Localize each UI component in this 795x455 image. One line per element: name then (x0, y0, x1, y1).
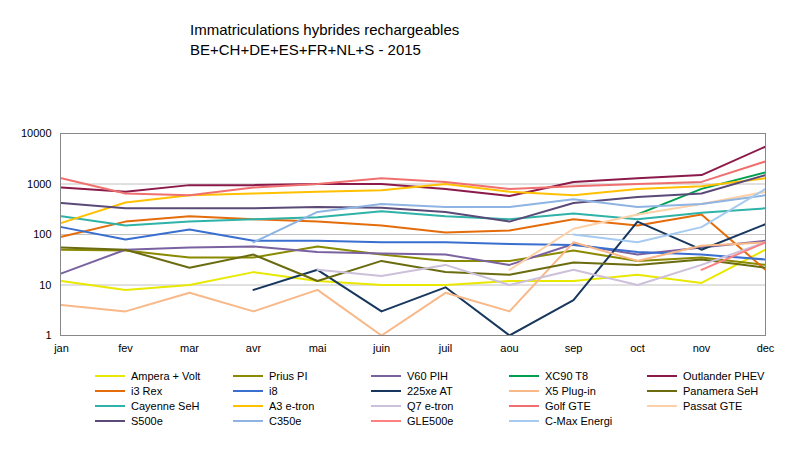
svg-text:100: 100 (33, 228, 51, 240)
html-text:GLE500e: GLE500e (407, 415, 454, 427)
svg-text:1000: 1000 (27, 178, 51, 190)
svg-text:10000: 10000 (21, 127, 52, 139)
svg-text:fev: fev (118, 342, 133, 354)
svg-text:juin: juin (372, 342, 390, 354)
html-text:BE+CH+DE+ES+FR+NL+S - 2015: BE+CH+DE+ES+FR+NL+S - 2015 (190, 41, 421, 58)
html-text:Panamera SeH: Panamera SeH (683, 385, 759, 397)
svg-text:sep: sep (565, 342, 583, 354)
html-text:Q7 e-tron: Q7 e-tron (407, 400, 454, 412)
html-text:Ampera + Volt: Ampera + Volt (131, 370, 201, 382)
html-text:i3 Rex: i3 Rex (131, 385, 163, 397)
html-text:S500e: S500e (131, 415, 163, 427)
html-text:C350e: C350e (269, 415, 302, 427)
svg-text:1: 1 (45, 329, 51, 341)
svg-text:dec: dec (757, 342, 775, 354)
svg-text:juil: juil (438, 342, 452, 354)
html-text:C-Max Energi: C-Max Energi (545, 415, 613, 427)
svg-text:mar: mar (180, 342, 199, 354)
svg-text:10: 10 (39, 279, 51, 291)
html-text:Immatriculations hybrides rech: Immatriculations hybrides rechargeables (190, 21, 460, 38)
html-text:Outlander PHEV: Outlander PHEV (683, 370, 765, 382)
svg-text:avr: avr (246, 342, 262, 354)
html-text:225xe AT: 225xe AT (407, 385, 453, 397)
svg-text:oct: oct (630, 342, 645, 354)
html-text:X5 Plug-in: X5 Plug-in (545, 385, 596, 397)
html-text:i8: i8 (269, 385, 278, 397)
svg-text:aou: aou (500, 342, 518, 354)
html-text:Prius PI: Prius PI (269, 370, 308, 382)
html-text:V60 PIH: V60 PIH (407, 370, 448, 382)
html-text:Cayenne SeH: Cayenne SeH (131, 400, 200, 412)
html-text:XC90 T8: XC90 T8 (545, 370, 589, 382)
html-text:Passat GTE: Passat GTE (683, 400, 743, 412)
svg-text:jan: jan (53, 342, 69, 354)
svg-text:mai: mai (309, 342, 327, 354)
svg-text:nov: nov (693, 342, 711, 354)
html-text:A3 e-tron: A3 e-tron (269, 400, 315, 412)
html-text:Golf GTE: Golf GTE (545, 400, 591, 412)
